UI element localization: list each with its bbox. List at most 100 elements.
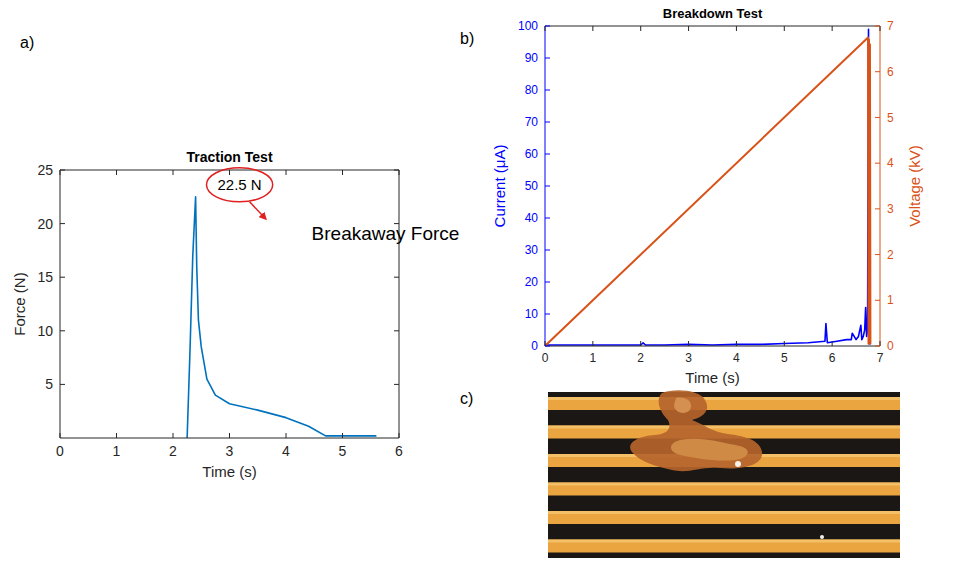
panel-label: a) <box>20 34 34 51</box>
y-tick-label: 80 <box>525 83 539 97</box>
panel-label: c) <box>460 390 473 407</box>
electrode-stripe <box>548 540 900 553</box>
y-tick <box>60 384 65 385</box>
y-tick-label: 60 <box>525 147 539 161</box>
y-tick-label: 20 <box>37 216 53 232</box>
x-tick-label: 5 <box>339 443 347 459</box>
x-tick <box>229 433 230 438</box>
y2-tick <box>875 117 880 118</box>
y-tick-label: 100 <box>518 19 538 33</box>
y-tick <box>545 122 550 123</box>
series-line <box>545 29 870 345</box>
annotation-arrow <box>250 202 266 219</box>
x-tick-top <box>545 26 546 31</box>
y-tick <box>60 330 65 331</box>
y-tick <box>60 170 65 171</box>
y-tick <box>545 90 550 91</box>
electrode-stripe <box>548 511 900 524</box>
x-tick <box>342 433 343 438</box>
y2-axis-title: Voltage (kV) <box>906 145 923 227</box>
y2-tick-label: 2 <box>887 248 894 262</box>
x-tick <box>832 341 833 346</box>
x-tick-top <box>399 170 400 175</box>
y2-tick-label: 6 <box>887 65 894 79</box>
x-tick <box>173 433 174 438</box>
y2-tick <box>875 208 880 209</box>
photo-background <box>548 392 900 558</box>
y-tick-label: 20 <box>525 275 539 289</box>
y-tick-label: 5 <box>45 376 53 392</box>
x-tick-top <box>592 26 593 31</box>
burn-mark-inner <box>674 398 691 413</box>
annotation-text: Breakaway Force <box>312 223 460 244</box>
y-axis-title: Current (μA) <box>491 145 508 228</box>
x-tick-label: 2 <box>169 443 177 459</box>
x-tick-label: 4 <box>282 443 290 459</box>
y-tick-label: 15 <box>37 269 53 285</box>
debris <box>735 461 741 467</box>
x-tick-top <box>640 26 641 31</box>
x-tick-top <box>880 26 881 31</box>
y-axis-title: Force (N) <box>11 272 28 335</box>
y-axis-line <box>60 170 61 438</box>
x-tick-top <box>832 26 833 31</box>
x-tick-top <box>688 26 689 31</box>
x-tick <box>784 341 785 346</box>
y2-tick-label: 7 <box>887 19 894 33</box>
annotation-ellipse <box>206 168 272 202</box>
x-axis-title: Time (s) <box>202 463 256 480</box>
x-tick-label: 1 <box>113 443 121 459</box>
electrode-highlight <box>548 540 900 543</box>
y-tick-label: 70 <box>525 115 539 129</box>
annotation-label: 22.5 N <box>217 176 261 193</box>
electrode-highlight <box>548 483 900 486</box>
x-tick <box>880 341 881 346</box>
y-tick-label: 40 <box>525 211 539 225</box>
x-tick <box>60 433 61 438</box>
x-axis-title: Time (s) <box>685 369 739 386</box>
x-tick-top <box>229 170 230 175</box>
x-tick-top <box>173 170 174 175</box>
y-tick-label: 90 <box>525 51 539 65</box>
electrode-stripe <box>548 483 900 496</box>
figure: a)Traction Test0123456510152025Time (s)F… <box>0 0 957 563</box>
y2-tick <box>875 71 880 72</box>
electrode-highlight <box>548 511 900 514</box>
x-tick <box>640 341 641 346</box>
x-tick-label: 0 <box>542 351 549 365</box>
y-tick <box>545 218 550 219</box>
y2-tick-label: 4 <box>887 156 894 170</box>
y2-tick-label: 1 <box>887 293 894 307</box>
x-tick-top <box>60 170 61 175</box>
chart-title: Traction Test <box>186 149 272 165</box>
y2-tick <box>875 254 880 255</box>
y-tick-right <box>394 170 399 171</box>
y-tick-label: 50 <box>525 179 539 193</box>
panel-label: b) <box>460 30 474 47</box>
series-group <box>545 29 870 346</box>
y-tick-right <box>394 277 399 278</box>
x-tick <box>736 341 737 346</box>
y2-tick <box>875 163 880 164</box>
x-tick-label: 6 <box>829 351 836 365</box>
chart-title: Breakdown Test <box>663 6 763 21</box>
x-tick <box>545 341 546 346</box>
x-tick <box>399 433 400 438</box>
y-tick-right <box>394 384 399 385</box>
x-tick-label: 0 <box>56 443 64 459</box>
frame-top <box>545 26 880 27</box>
y-tick <box>545 346 550 347</box>
x-tick <box>286 433 287 438</box>
series-line <box>545 37 870 346</box>
y-tick <box>545 282 550 283</box>
x-axis-line <box>545 346 880 347</box>
y2-tick <box>875 300 880 301</box>
x-tick-top <box>286 170 287 175</box>
chart-panel: a)Traction Test0123456510152025Time (s)F… <box>11 34 459 480</box>
y-tick <box>60 223 65 224</box>
y-tick <box>60 277 65 278</box>
burn-mark <box>630 390 762 471</box>
y2-tick-label: 3 <box>887 202 894 216</box>
y-tick <box>545 250 550 251</box>
y-tick-label: 10 <box>37 323 53 339</box>
